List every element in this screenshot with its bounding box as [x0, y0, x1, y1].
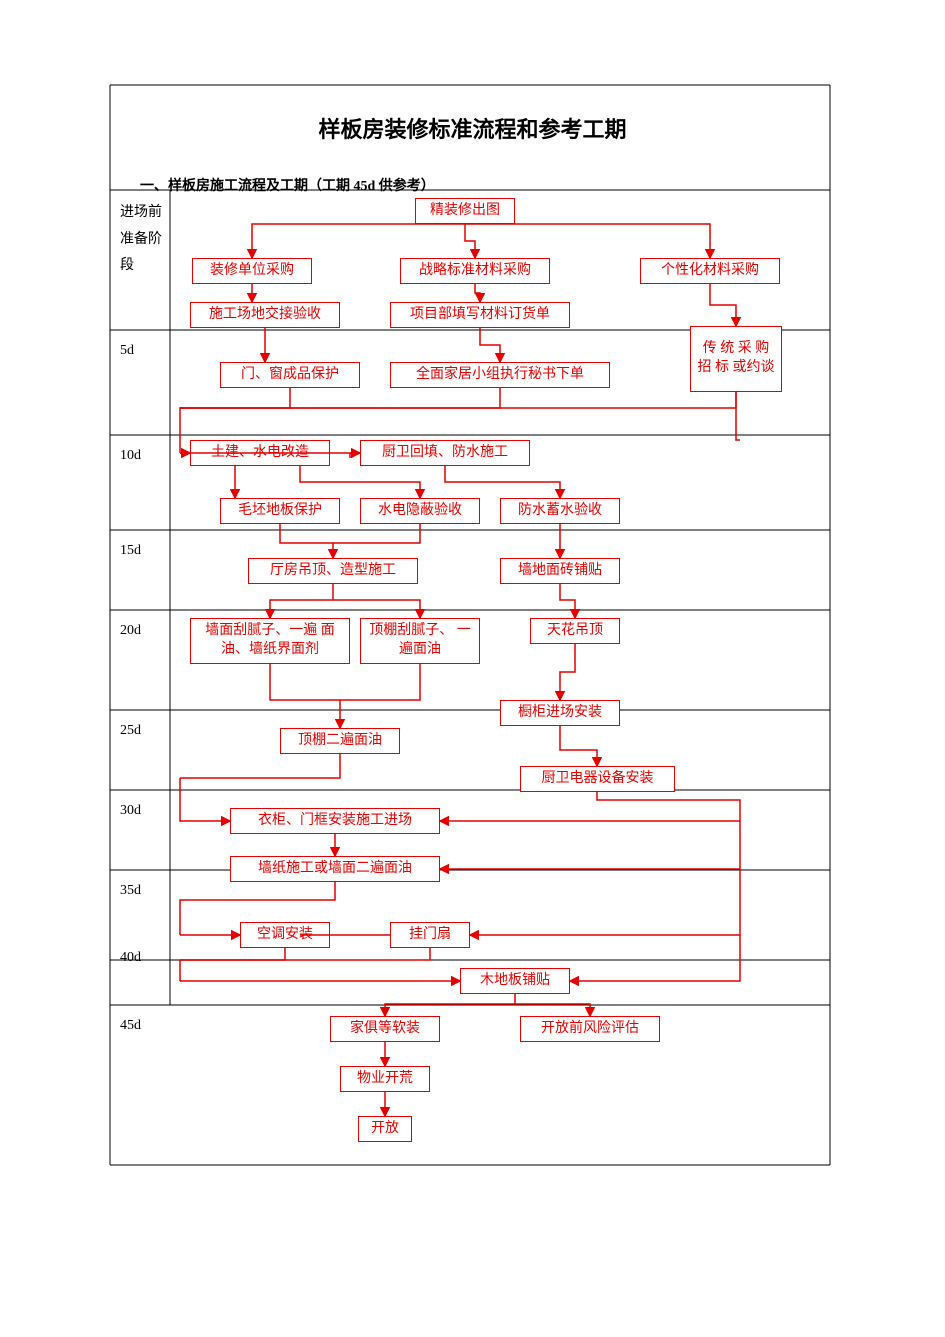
flow-node: 水电隐蔽验收 — [360, 498, 480, 524]
flow-node: 战略标准材料采购 — [400, 258, 550, 284]
flow-node: 空调安装 — [240, 922, 330, 948]
flow-node: 开放 — [358, 1116, 412, 1142]
flow-node: 毛坯地板保护 — [220, 498, 340, 524]
flow-node: 施工场地交接验收 — [190, 302, 340, 328]
flow-node: 土建、水电改造 — [190, 440, 330, 466]
flow-node: 个性化材料采购 — [640, 258, 780, 284]
row-label: 10d — [120, 443, 141, 470]
flow-node: 厨卫回填、防水施工 — [360, 440, 530, 466]
flow-node: 全面家居小组执行秘书下单 — [390, 362, 610, 388]
flow-node: 装修单位采购 — [192, 258, 312, 284]
flow-node: 顶棚二遍面油 — [280, 728, 400, 754]
flow-node: 传 统 采 购 招 标 或约谈 — [690, 326, 782, 392]
section-heading: 一、样板房施工流程及工期（工期 45d 供参考） — [140, 175, 435, 195]
flow-node: 橱柜进场安装 — [500, 700, 620, 726]
flow-node: 厨卫电器设备安装 — [520, 766, 675, 792]
flow-node: 项目部填写材料订货单 — [390, 302, 570, 328]
page-root: 样板房装修标准流程和参考工期 一、样板房施工流程及工期（工期 45d 供参考） … — [0, 0, 945, 1337]
row-label: 15d — [120, 538, 141, 565]
flow-node: 物业开荒 — [340, 1066, 430, 1092]
row-label: 进场前 准备阶 段 — [120, 200, 162, 280]
flow-node: 精装修出图 — [415, 198, 515, 224]
row-label: 25d — [120, 718, 141, 745]
flow-node: 墙地面砖铺贴 — [500, 558, 620, 584]
row-label: 20d — [120, 618, 141, 645]
row-label: 40d — [120, 945, 141, 972]
flow-node: 天花吊顶 — [530, 618, 620, 644]
flow-node: 厅房吊顶、造型施工 — [248, 558, 418, 584]
flow-node: 开放前风险评估 — [520, 1016, 660, 1042]
flow-node: 门、窗成品保护 — [220, 362, 360, 388]
row-label: 5d — [120, 338, 134, 365]
flow-node: 顶棚刮腻子、 一遍面油 — [360, 618, 480, 664]
flow-node: 墙面刮腻子、一遍 面油、墙纸界面剂 — [190, 618, 350, 664]
row-label: 35d — [120, 878, 141, 905]
flow-node: 防水蓄水验收 — [500, 498, 620, 524]
page-title: 样板房装修标准流程和参考工期 — [0, 112, 945, 144]
flow-node: 木地板铺贴 — [460, 968, 570, 994]
row-label: 45d — [120, 1013, 141, 1040]
flow-node: 挂门扇 — [390, 922, 470, 948]
row-label: 30d — [120, 798, 141, 825]
flow-node: 衣柜、门框安装施工进场 — [230, 808, 440, 834]
flow-node: 家俱等软装 — [330, 1016, 440, 1042]
flow-node: 墙纸施工或墙面二遍面油 — [230, 856, 440, 882]
